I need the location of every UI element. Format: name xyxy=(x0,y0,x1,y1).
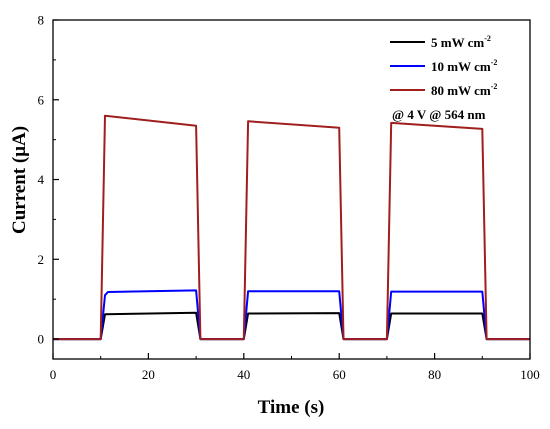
legend-annotation: @ 4 V @ 564 nm xyxy=(392,107,486,122)
legend-label-80mw: 80 mW cm-2 xyxy=(431,82,497,98)
legend-label-5mw: 5 mW cm-2 xyxy=(431,34,491,50)
x-tick-label: 0 xyxy=(50,367,57,382)
x-tick-label: 40 xyxy=(237,367,250,382)
axes-layer: 0 20 40 60 80 100 0 2 4 6 8 xyxy=(38,13,540,383)
series-line-1 xyxy=(53,311,530,341)
x-tick-label: 20 xyxy=(142,367,155,382)
legend: 5 mW cm-2 10 mW cm-2 80 mW cm-2 @ 4 V @ … xyxy=(390,34,497,122)
plot-layer xyxy=(53,114,530,341)
y-tick-label: 2 xyxy=(38,252,45,267)
series-line-3 xyxy=(53,114,530,341)
y-tick-label: 4 xyxy=(38,172,45,187)
y-tick-label: 8 xyxy=(38,13,45,28)
x-axis-label: Time (s) xyxy=(258,397,325,418)
x-tick-label: 100 xyxy=(520,367,540,382)
legend-label-10mw: 10 mW cm-2 xyxy=(431,58,497,74)
y-tick-label: 0 xyxy=(38,332,45,347)
x-tick-label: 80 xyxy=(428,367,441,382)
series-line-2 xyxy=(53,289,530,341)
x-tick-label: 60 xyxy=(333,367,346,382)
y-tick-label: 6 xyxy=(38,92,45,107)
y-axis-label: Current (μA) xyxy=(9,126,30,234)
